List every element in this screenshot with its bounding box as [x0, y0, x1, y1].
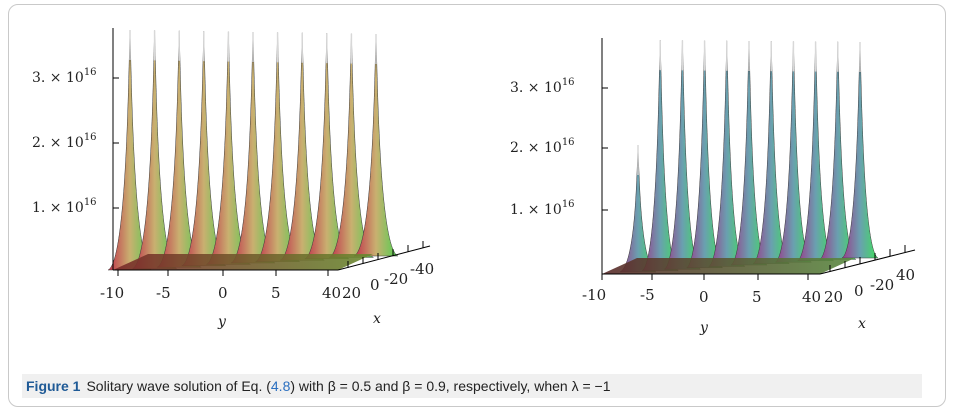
x-axis-label: x: [858, 316, 866, 332]
z-tick-label: 3. × 1016: [510, 77, 575, 96]
y-axis-label: y: [217, 314, 227, 330]
x-axis-label: x: [373, 311, 381, 327]
x-tick-label: 0: [370, 276, 380, 294]
surface-peak: [797, 41, 834, 262]
surface-peak: [642, 40, 679, 271]
x-tick-label: -20: [384, 270, 408, 288]
x-tick-label: 0: [854, 282, 864, 300]
figure-frame: [8, 4, 946, 407]
surface-peak: [841, 41, 879, 259]
y-tick-label: 40: [802, 288, 821, 306]
z-tick-label: 2. × 1016: [510, 137, 575, 156]
x-axis-left: [337, 245, 431, 271]
x-tick-label: 20: [342, 284, 361, 302]
y-tick-label: -5: [156, 284, 171, 302]
surface-peak: [819, 41, 856, 260]
equation-reference-link[interactable]: 4.8: [270, 378, 291, 394]
x-tick-label: -20: [870, 276, 894, 294]
y-tick-label: 5: [271, 284, 281, 302]
surface-plot-right: 3. × 1016 2. × 1016 1. × 1016 -10 -5 0 5…: [490, 8, 930, 338]
surface-peak: [753, 41, 790, 264]
y-tick-label: -10: [100, 284, 124, 302]
surface-peak: [730, 40, 768, 266]
surface-peak: [686, 40, 723, 269]
x-axis-right: [819, 249, 916, 275]
caption-text-pre: Solitary wave solution of Eq. (: [86, 378, 271, 394]
x-tick-label: 40: [896, 266, 915, 284]
y-tick-label: 5: [752, 288, 762, 306]
peaks-group-right: [619, 40, 879, 273]
surface-peak: [775, 41, 812, 263]
z-tick-label: 2. × 1016: [32, 132, 97, 151]
y-tick-label: 0: [699, 288, 709, 306]
z-tick-label: 1. × 1016: [510, 199, 575, 218]
x-tick-label: 20: [824, 288, 843, 306]
caption-text-post: ) with β = 0.5 and β = 0.9, respectively…: [290, 378, 611, 394]
y-tick-label: 40: [322, 284, 341, 302]
y-tick-label: -10: [582, 286, 606, 304]
figure-label: Figure 1: [26, 378, 81, 394]
peaks-group-left: [107, 29, 399, 271]
surface-plot-left: 3. × 1016 2. × 1016 1. × 1016 -10 -5 0 5…: [18, 8, 448, 338]
z-tick-label: 3. × 1016: [32, 67, 97, 86]
y-tick-label: -5: [640, 286, 655, 304]
surface-peak: [664, 40, 701, 270]
y-tick-label: 0: [218, 284, 228, 302]
x-tick-label: -40: [410, 260, 434, 278]
z-tick-label: 1. × 1016: [32, 197, 97, 216]
surface-peak: [708, 40, 745, 267]
y-axis-label: y: [699, 320, 709, 336]
figure-caption: Figure 1 Solitary wave solution of Eq. (4…: [22, 374, 922, 398]
